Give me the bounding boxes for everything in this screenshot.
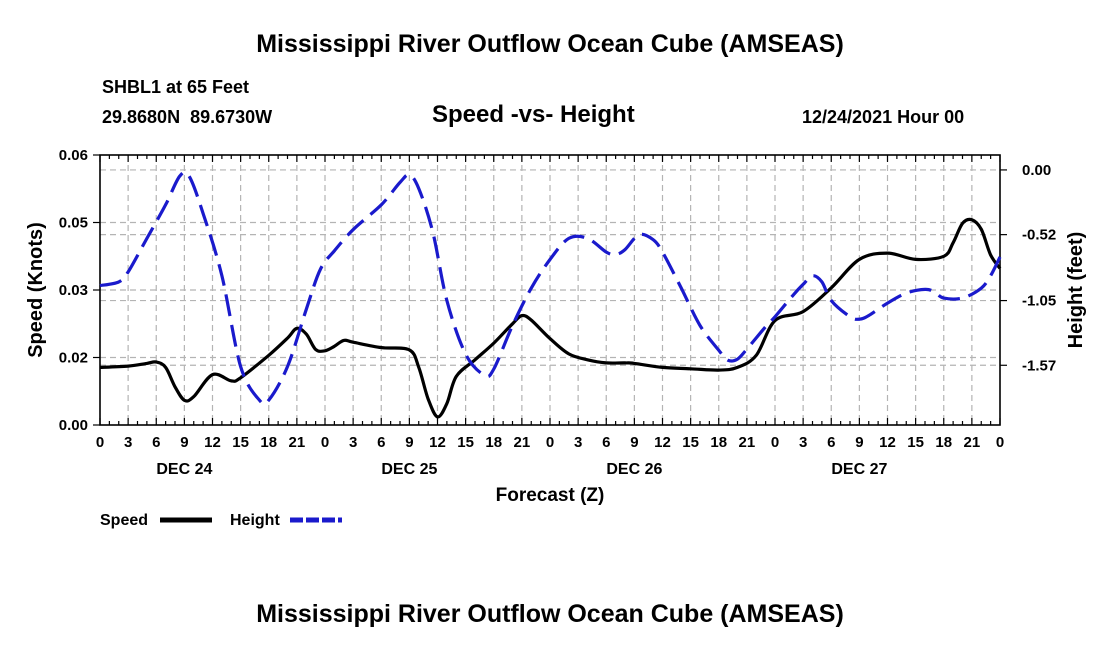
x-tick-label: 12 [204,434,221,451]
x-axis-label: Forecast (Z) [496,485,605,506]
height-line [99,170,1002,406]
grid [100,155,1000,425]
y-tick-label-left: 0.02 [59,350,88,367]
x-tick-label: 15 [232,434,249,451]
y-tick-label-left: 0.00 [59,417,88,434]
x-tick-label: 9 [180,434,188,451]
x-tick-label: 0 [96,434,104,451]
y-tick-label-left: 0.03 [59,282,88,299]
series-lines [99,170,1002,419]
x-tick-label: 0 [996,434,1004,451]
axes: 0 3 6 9 12 15 18 21 0 3 6 9 12 15 18 21 0 3 6 9 12 15 18 21 0 3 6 9… [25,147,1087,506]
legend: Speed Height [100,512,342,529]
bottom-title: Mississippi River Outflow Ocean Cube (AM… [256,600,844,628]
x-tick-label: 9 [405,434,413,451]
station-label: SHBL1 at 65 Feet [102,77,250,97]
x-tick-label: 6 [377,434,385,451]
x-tick-label: 3 [349,434,357,451]
page-title: Mississippi River Outflow Ocean Cube (AM… [256,30,844,58]
day-label: DEC 24 [156,461,212,478]
x-tick-label: 18 [260,434,277,451]
x-tick-label: 21 [739,434,756,451]
legend-height-label: Height [230,512,280,529]
date-label: 12/24/2021 Hour 00 [802,107,965,127]
x-tick-label: 0 [546,434,554,451]
x-tick-label: 0 [321,434,329,451]
x-tick-label: 9 [855,434,863,451]
x-tick-label: 6 [827,434,835,451]
x-tick-label: 6 [152,434,160,451]
day-label: DEC 26 [606,461,662,478]
x-tick-label: 0 [771,434,779,451]
x-tick-label: 9 [630,434,638,451]
x-tick-label: 15 [457,434,474,451]
x-tick-label: 21 [289,434,306,451]
y-tick-label-left: 0.06 [59,147,88,164]
x-tick-label: 12 [879,434,896,451]
x-tick-label: 18 [485,434,502,451]
y-tick-label-left: 0.05 [59,215,88,232]
x-tick-label: 3 [799,434,807,451]
y-tick-label-right: -1.05 [1022,293,1056,310]
y-axis-label-right: Height (feet) [1065,232,1087,349]
x-tick-label: 15 [682,434,699,451]
x-tick-label: 21 [964,434,981,451]
x-tick-label: 6 [602,434,610,451]
x-tick-label: 21 [514,434,531,451]
x-tick-label: 15 [907,434,924,451]
day-label: DEC 27 [831,461,887,478]
x-tick-label: 12 [429,434,446,451]
legend-speed-label: Speed [100,512,148,529]
y-tick-label-right: -0.52 [1022,227,1056,244]
day-label: DEC 25 [381,461,437,478]
x-tick-label: 3 [124,434,132,451]
coordinates-label: 29.8680N 89.6730W [102,107,273,127]
plot-title: Speed -vs- Height [432,101,635,128]
x-tick-label: 18 [710,434,727,451]
y-tick-label-right: -1.57 [1022,357,1056,374]
y-axis-label-left: Speed (Knots) [25,222,47,358]
speed-line [99,217,1002,419]
x-tick-label: 18 [935,434,952,451]
y-tick-label-right: 0.00 [1022,162,1051,179]
x-tick-label: 3 [574,434,582,451]
x-tick-label: 12 [654,434,671,451]
